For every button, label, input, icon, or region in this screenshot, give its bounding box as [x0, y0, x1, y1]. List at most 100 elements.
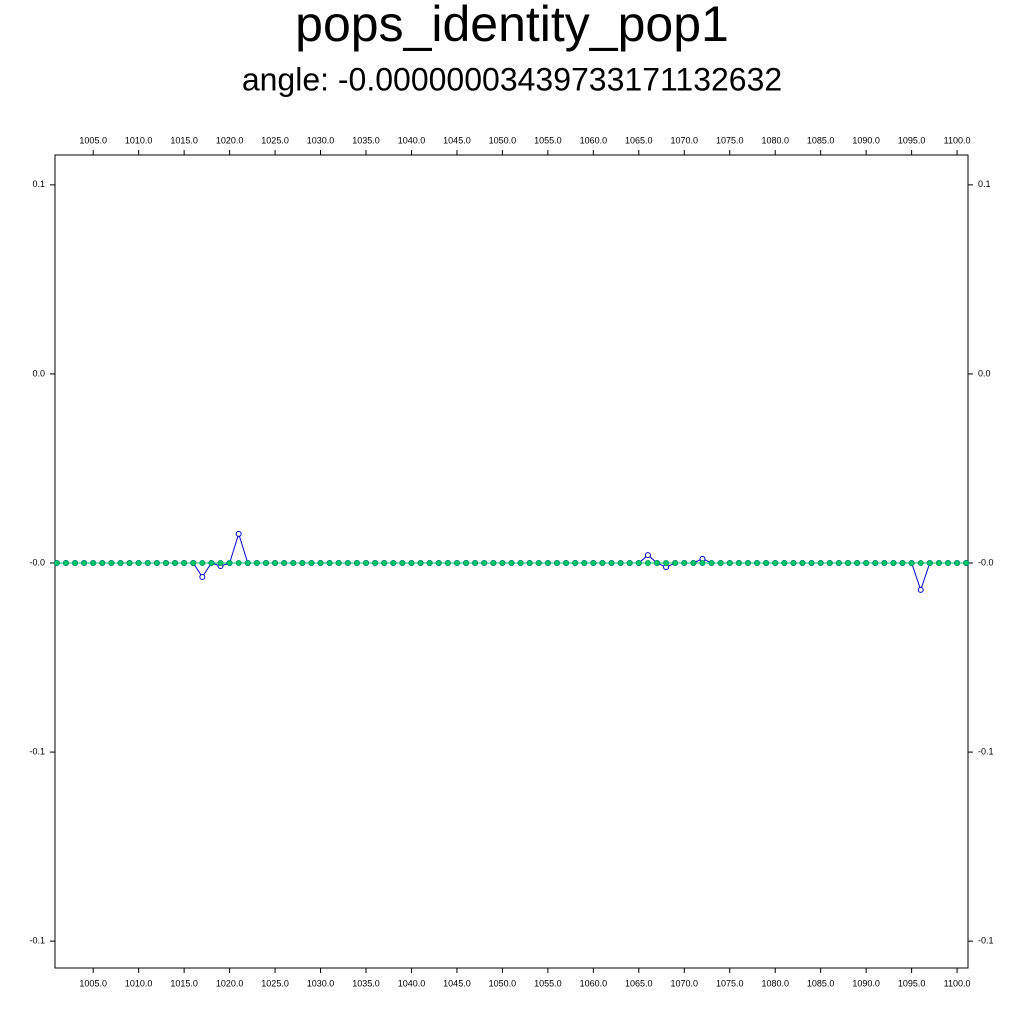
data-point	[72, 560, 79, 567]
data-point	[244, 560, 251, 567]
x-tick-label: 1075.0	[716, 978, 744, 988]
data-point	[954, 560, 961, 567]
data-point	[126, 560, 133, 567]
data-point	[272, 560, 279, 567]
data-point	[890, 560, 897, 567]
x-tick-label: 1060.0	[580, 135, 608, 145]
data-point	[708, 560, 715, 567]
x-tick-label: 1035.0	[352, 135, 380, 145]
y-tick-label: 0.1	[32, 179, 45, 189]
data-point	[117, 560, 124, 567]
data-point	[644, 552, 651, 559]
x-tick-label: 1100.0	[944, 978, 971, 988]
data-point	[781, 560, 788, 567]
data-point	[162, 560, 169, 567]
data-point	[926, 560, 933, 567]
x-tick-label: 1075.0	[716, 135, 744, 145]
data-point	[326, 560, 333, 567]
data-point	[899, 560, 906, 567]
data-point	[526, 560, 533, 567]
data-point	[308, 560, 315, 567]
x-tick-label: 1055.0	[534, 135, 562, 145]
data-point	[544, 560, 551, 567]
data-point	[335, 560, 342, 567]
data-point	[508, 560, 515, 567]
data-point	[453, 560, 460, 567]
data-point	[417, 560, 424, 567]
data-point	[763, 560, 770, 567]
data-point	[553, 560, 560, 567]
data-point	[435, 560, 442, 567]
data-point	[935, 560, 942, 567]
data-point	[563, 560, 570, 567]
chart-subtitle: angle: -0.000000034397331711326​32	[242, 61, 782, 97]
data-point	[444, 560, 451, 567]
x-tick-label: 1025.0	[261, 135, 289, 145]
data-point	[635, 560, 642, 567]
data-point	[617, 560, 624, 567]
data-point	[799, 560, 806, 567]
data-point	[735, 560, 742, 567]
data-point	[535, 560, 542, 567]
data-point	[872, 560, 879, 567]
data-point	[790, 560, 797, 567]
y-tick-label: 0.0	[32, 368, 45, 378]
x-tick-label: 1030.0	[307, 978, 335, 988]
data-point	[963, 560, 970, 567]
data-point	[672, 560, 679, 567]
data-point	[472, 560, 479, 567]
data-point	[944, 560, 951, 567]
x-tick-label: 1040.0	[398, 978, 426, 988]
x-tick-label: 1050.0	[489, 978, 517, 988]
data-point	[808, 560, 815, 567]
y-tick-label: 0.0	[978, 368, 991, 378]
data-point	[572, 560, 579, 567]
data-point	[299, 560, 306, 567]
x-tick-label: 1045.0	[443, 135, 471, 145]
data-point	[135, 560, 142, 567]
x-tick-label: 1100.0	[944, 135, 971, 145]
data-point	[99, 560, 106, 567]
x-tick-label: 1035.0	[352, 978, 380, 988]
x-tick-label: 1055.0	[534, 978, 562, 988]
data-point	[626, 560, 633, 567]
data-point	[590, 560, 597, 567]
data-point	[854, 560, 861, 567]
x-tick-label: 1070.0	[671, 135, 699, 145]
data-point	[290, 560, 297, 567]
x-tick-label: 1080.0	[761, 135, 789, 145]
data-point	[281, 560, 288, 567]
data-point	[108, 560, 115, 567]
data-point	[181, 560, 188, 567]
data-point	[226, 560, 233, 567]
data-point	[699, 560, 706, 567]
data-point	[408, 560, 415, 567]
data-point	[581, 560, 588, 567]
data-point	[744, 560, 751, 567]
data-point	[372, 560, 379, 567]
x-tick-label: 1065.0	[625, 135, 653, 145]
data-point	[644, 560, 651, 567]
data-point	[754, 560, 761, 567]
data-point	[844, 560, 851, 567]
data-point	[717, 560, 724, 567]
data-point	[262, 560, 269, 567]
x-tick-label: 1010.0	[125, 135, 153, 145]
data-point	[153, 560, 160, 567]
data-point	[517, 560, 524, 567]
data-point	[863, 560, 870, 567]
data-point	[681, 560, 688, 567]
x-tick-label: 1020.0	[216, 978, 244, 988]
data-point	[172, 560, 179, 567]
data-point	[53, 560, 60, 567]
data-point	[199, 560, 206, 567]
data-point	[81, 560, 88, 567]
data-point	[772, 560, 779, 567]
x-tick-label: 1040.0	[398, 135, 426, 145]
data-point	[144, 560, 151, 567]
data-point	[353, 560, 360, 567]
data-point	[835, 560, 842, 567]
data-point	[726, 560, 733, 567]
y-tick-label: -0.0	[978, 557, 994, 567]
x-tick-label: 1025.0	[261, 978, 289, 988]
